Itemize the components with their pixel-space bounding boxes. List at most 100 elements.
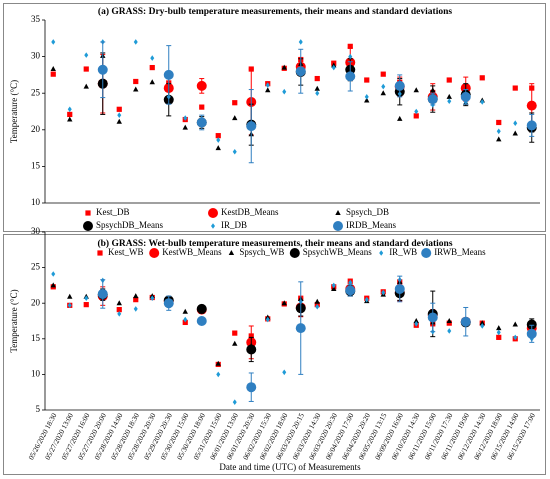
legend-label: IRWB_Means xyxy=(434,247,486,257)
y-tick-label: 10 xyxy=(31,368,41,378)
square-marker xyxy=(479,75,485,81)
triangle-marker xyxy=(182,124,188,130)
triangle-marker xyxy=(232,115,238,121)
mean-marker xyxy=(526,100,537,111)
diamond-marker xyxy=(348,279,353,286)
mean-marker xyxy=(345,285,356,296)
y-tick-label: 10 xyxy=(31,197,41,207)
triangle-marker xyxy=(397,115,403,121)
square-marker xyxy=(496,119,502,126)
legend-label: SpsychDB_Means xyxy=(96,220,163,230)
x-axis-label: Date and time (UTC) of Measurements xyxy=(219,462,361,472)
series xyxy=(97,275,537,402)
y-tick-label: 30 xyxy=(31,226,41,236)
diamond-marker xyxy=(331,282,336,289)
mean-marker xyxy=(526,120,537,131)
y-axis-label: Temperature (°C) xyxy=(9,80,19,143)
square-marker xyxy=(446,320,452,326)
panel-frame xyxy=(3,3,546,232)
diamond-marker xyxy=(265,316,270,323)
mean-marker xyxy=(83,221,93,231)
triangle-marker xyxy=(479,320,485,326)
legend-label: IR_DB xyxy=(221,220,247,230)
square-marker xyxy=(97,250,103,256)
triangle-marker xyxy=(380,90,386,96)
triangle-marker xyxy=(116,118,122,124)
square-marker xyxy=(50,71,56,77)
triangle-marker xyxy=(215,360,221,366)
series xyxy=(97,282,537,360)
y-tick-label: 35 xyxy=(31,14,41,24)
mean-marker xyxy=(333,221,343,231)
diamond-marker xyxy=(150,55,155,61)
legend-label: IRDB_Means xyxy=(346,220,396,230)
series xyxy=(50,52,535,151)
square-marker xyxy=(446,77,452,83)
triangle-marker xyxy=(496,325,502,331)
diamond-marker xyxy=(379,250,384,256)
mean-marker xyxy=(289,248,300,258)
legend-label: Kest_WB xyxy=(108,247,144,257)
y-tick-label: 15 xyxy=(31,160,41,170)
y-tick-label: 15 xyxy=(31,333,41,343)
triangle-marker xyxy=(133,293,139,299)
mean-marker xyxy=(246,344,257,355)
square-marker xyxy=(182,319,188,326)
series xyxy=(97,41,537,164)
triangle-marker xyxy=(512,321,518,327)
diamond-marker xyxy=(265,82,270,88)
square-marker xyxy=(83,66,89,72)
triangle-marker xyxy=(314,85,320,91)
diamond-marker xyxy=(315,303,320,310)
square-marker xyxy=(215,133,221,139)
diamond-marker xyxy=(232,399,237,405)
diamond-marker xyxy=(282,369,287,376)
diamond-marker xyxy=(315,90,320,96)
mean-marker xyxy=(196,316,207,326)
triangle-marker xyxy=(215,145,221,151)
triangle-marker xyxy=(496,136,502,142)
square-marker xyxy=(116,307,122,313)
mean-marker xyxy=(246,121,257,132)
legend-label: Spsych_DB xyxy=(346,207,389,217)
triangle-marker xyxy=(335,210,341,215)
diamond-marker xyxy=(447,98,452,105)
chart-title: (b) GRASS: Wet-bulb temperature measurem… xyxy=(97,238,452,249)
legend-label: IR_WB xyxy=(389,247,417,257)
diamond-marker xyxy=(117,311,122,317)
square-marker xyxy=(149,64,155,71)
mean-marker xyxy=(394,80,405,91)
mean-marker xyxy=(163,69,174,80)
diamond-marker xyxy=(183,316,188,323)
mean-marker xyxy=(460,91,471,102)
diamond-marker xyxy=(513,120,518,127)
legend-label: Kest_DB xyxy=(96,207,130,217)
triangle-marker xyxy=(232,340,238,346)
diamond-marker xyxy=(496,128,501,135)
legend-label: Spsych_WB xyxy=(239,247,284,257)
mean-marker xyxy=(208,208,218,218)
mean-marker xyxy=(163,298,174,309)
triangle-marker xyxy=(133,86,139,92)
diamond-marker xyxy=(381,83,386,90)
mean-marker xyxy=(295,66,306,77)
legend-label: KestDB_Means xyxy=(221,207,279,217)
square-marker xyxy=(199,104,205,110)
triangle-marker xyxy=(446,318,452,323)
mean-marker xyxy=(246,382,257,393)
mean-marker xyxy=(526,328,537,339)
square-marker xyxy=(133,297,139,303)
diamond-marker xyxy=(183,115,188,121)
square-marker xyxy=(314,75,320,82)
y-tick-label: 20 xyxy=(31,297,41,307)
triangle-marker xyxy=(83,83,89,89)
mean-marker xyxy=(97,288,108,299)
legend: Kest_WB KestWB_Means Spsych_WB SpsychWB_Mea… xyxy=(97,247,486,258)
square-marker xyxy=(85,210,91,216)
chart-title: (a) GRASS: Dry-bulb temperature measurem… xyxy=(98,6,452,17)
legend-label: KestWB_Means xyxy=(162,247,222,257)
triangle-marker xyxy=(331,285,337,291)
triangle-marker xyxy=(182,308,188,314)
y-tick-label: 20 xyxy=(31,124,41,134)
